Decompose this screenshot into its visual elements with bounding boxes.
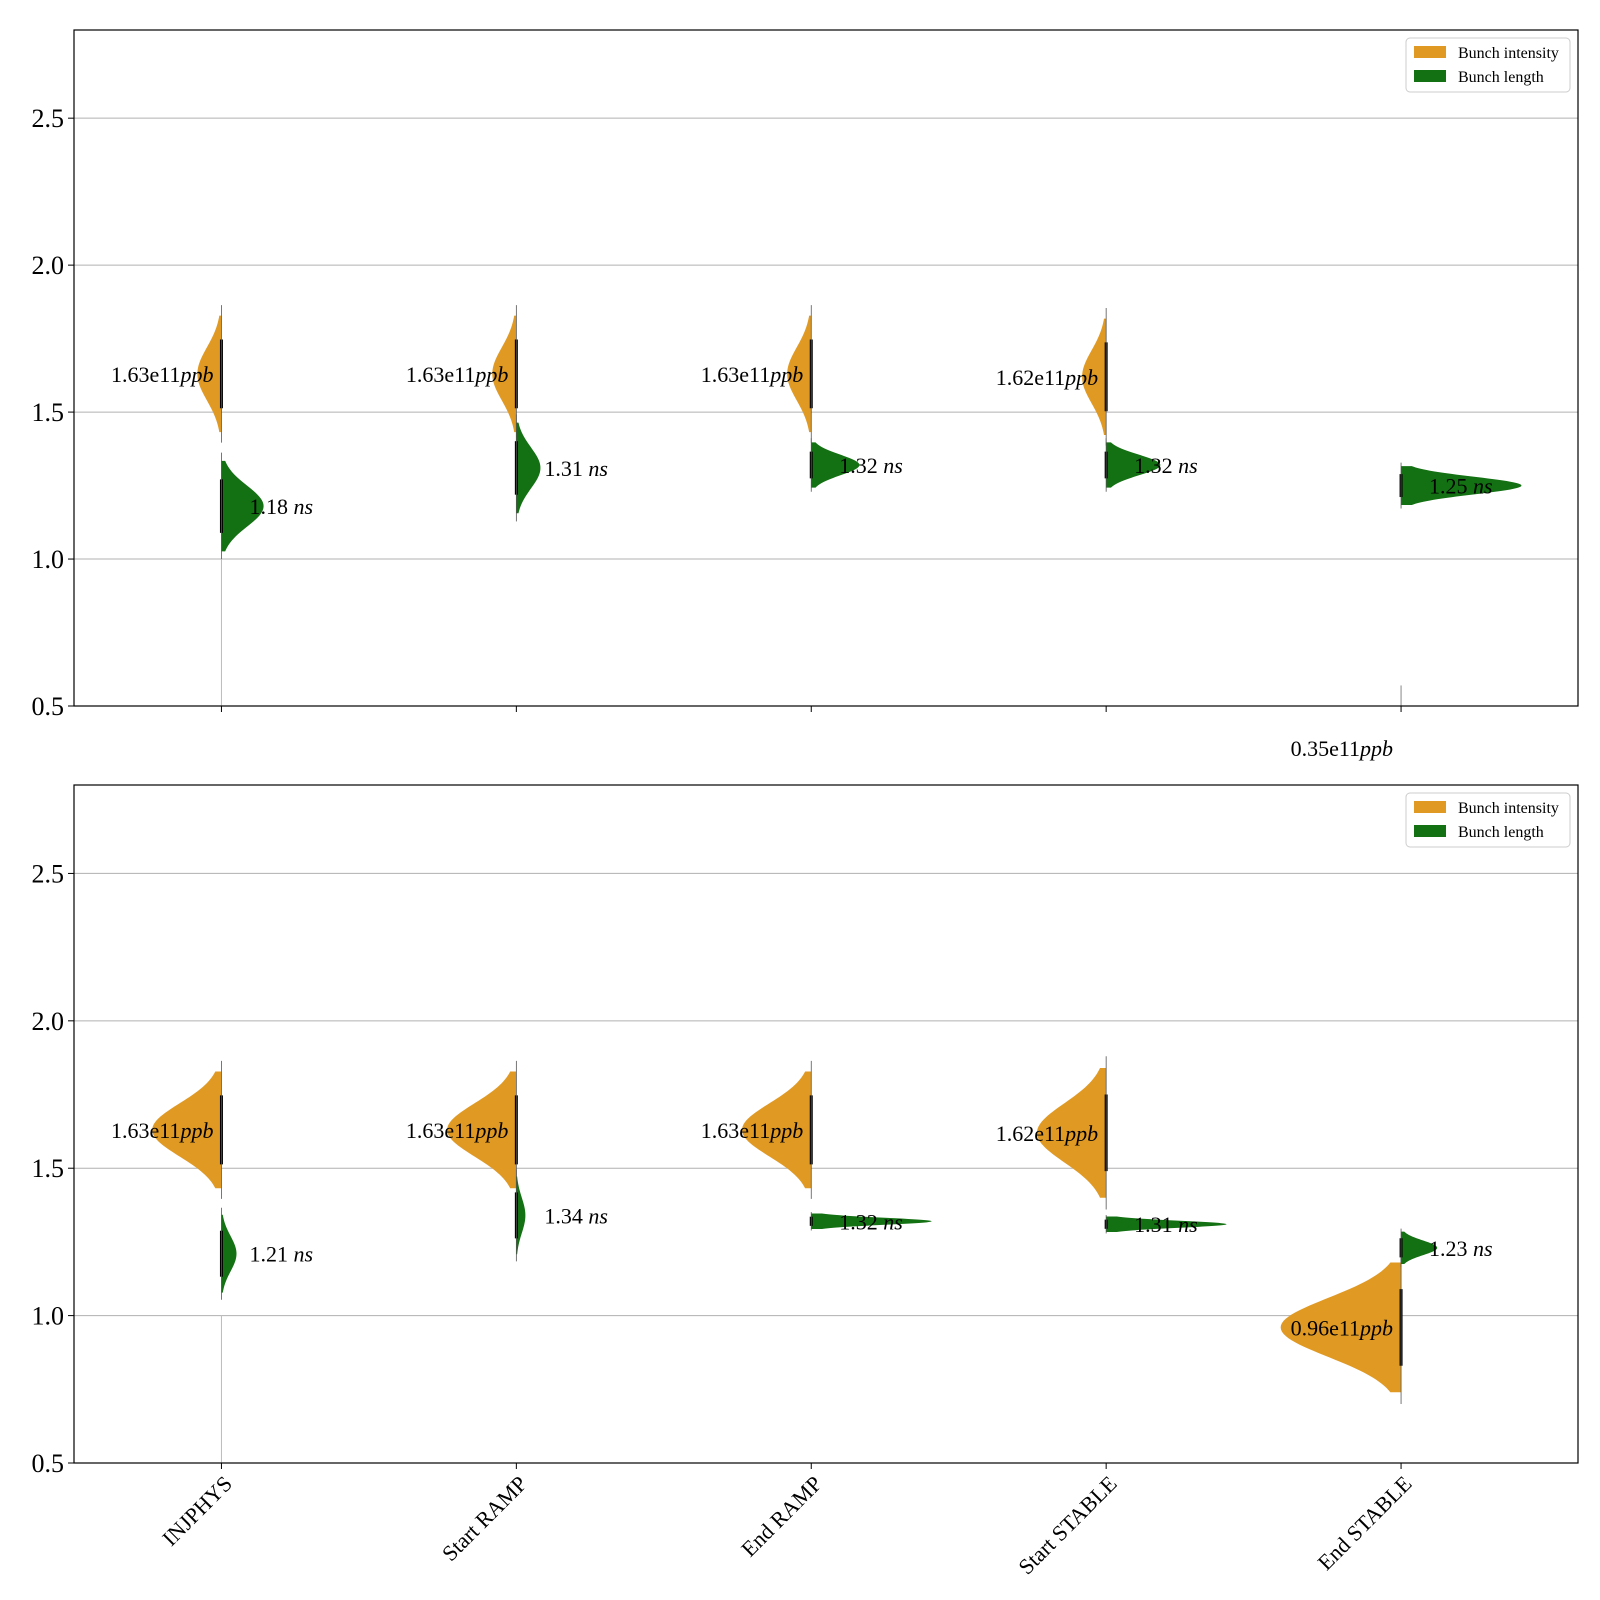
- intensity-value-label: 0.35e11ppb: [1291, 736, 1393, 761]
- y-tick-label: 1.0: [32, 1302, 65, 1331]
- legend-entry: Bunch length: [1458, 824, 1544, 841]
- length-value-label: 1.31 ns: [1134, 1212, 1198, 1237]
- intensity-violin: [492, 315, 517, 433]
- intensity-violin: [1082, 318, 1107, 436]
- intensity-violin: [152, 1071, 222, 1189]
- legend-box: [1405, 37, 1571, 93]
- length-violin: [811, 1213, 932, 1230]
- y-tick-label: 1.5: [32, 398, 65, 427]
- intensity-violin: [197, 315, 222, 433]
- intensity-value-label: 1.63e11ppb: [111, 1118, 213, 1143]
- chart-panel-bottom: 0.5 1.0 1.5 2.0 2.5 INJPHYS Start RAMP End RAMP…: [32, 784, 1579, 1579]
- intensity-violin: [447, 1071, 517, 1189]
- intensity-violin: [1036, 1067, 1107, 1198]
- length-violin: [516, 1176, 526, 1255]
- y-tick-label: 2.0: [32, 1007, 65, 1036]
- length-value-label: 1.18 ns: [249, 494, 313, 519]
- legend: Bunch intensity Bunch length: [1405, 37, 1571, 93]
- intensity-value-label: 1.63e11ppb: [111, 362, 213, 387]
- chart-panel-top: 0.5 1.0 1.5 2.0 2.5 1.63e11ppb 1.63e11ppb 1.63e…: [32, 29, 1579, 761]
- legend-entry: Bunch intensity: [1458, 800, 1559, 817]
- length-violin: [221, 460, 264, 552]
- y-tick-label: 2.5: [32, 104, 65, 133]
- y-tick-label: 1.0: [32, 545, 65, 574]
- x-category-label: End STABLE: [1312, 1471, 1416, 1575]
- intensity-value-label: 1.63e11ppb: [701, 1118, 803, 1143]
- plot-frame: [73, 29, 1579, 707]
- length-value-label: 1.31 ns: [544, 456, 608, 481]
- length-violin: [516, 422, 541, 514]
- legend-swatch: [1414, 46, 1446, 58]
- intensity-value-label: 1.62e11ppb: [996, 365, 1098, 390]
- plot-frame: [73, 784, 1579, 1464]
- length-value-label: 1.32 ns: [1134, 453, 1198, 478]
- length-value-label: 1.32 ns: [839, 1209, 903, 1234]
- legend-entry: Bunch length: [1458, 69, 1544, 86]
- y-tick-label: 2.5: [32, 859, 65, 888]
- length-value-label: 1.21 ns: [249, 1242, 313, 1267]
- intensity-value-label: 1.63e11ppb: [406, 362, 508, 387]
- intensity-value-label: 1.62e11ppb: [996, 1121, 1098, 1146]
- x-category-label: Start STABLE: [1013, 1471, 1121, 1579]
- y-tick-label: 0.5: [32, 1449, 65, 1478]
- length-value-label: 1.25 ns: [1429, 474, 1493, 499]
- intensity-value-label: 1.63e11ppb: [406, 1118, 508, 1143]
- length-violin: [1106, 442, 1161, 488]
- legend-swatch: [1414, 70, 1446, 82]
- legend: Bunch intensity Bunch length: [1405, 792, 1571, 848]
- intensity-violin: [787, 315, 812, 433]
- y-tick-label: 1.5: [32, 1154, 65, 1183]
- x-category-label: INJPHYS: [157, 1471, 237, 1551]
- length-violin: [1401, 1231, 1438, 1265]
- length-violin: [221, 1214, 237, 1293]
- length-violin: [1401, 466, 1522, 505]
- intensity-violin: [1280, 1262, 1402, 1393]
- y-tick-label: 0.5: [32, 692, 65, 721]
- length-violin: [1106, 1216, 1227, 1233]
- length-value-label: 1.23 ns: [1429, 1236, 1493, 1261]
- legend-box: [1405, 792, 1571, 848]
- length-value-label: 1.34 ns: [544, 1203, 608, 1228]
- length-value-label: 1.32 ns: [839, 453, 903, 478]
- legend-swatch: [1414, 801, 1446, 813]
- x-category-label: End RAMP: [736, 1471, 827, 1562]
- length-violin: [811, 442, 860, 488]
- y-tick-label: 2.0: [32, 251, 65, 280]
- intensity-value-label: 1.63e11ppb: [701, 362, 803, 387]
- legend-swatch: [1414, 825, 1446, 837]
- legend-entry: Bunch intensity: [1458, 45, 1559, 62]
- x-category-label: Start RAMP: [437, 1471, 532, 1566]
- intensity-violin: [742, 1071, 812, 1189]
- intensity-value-label: 0.96e11ppb: [1291, 1315, 1393, 1340]
